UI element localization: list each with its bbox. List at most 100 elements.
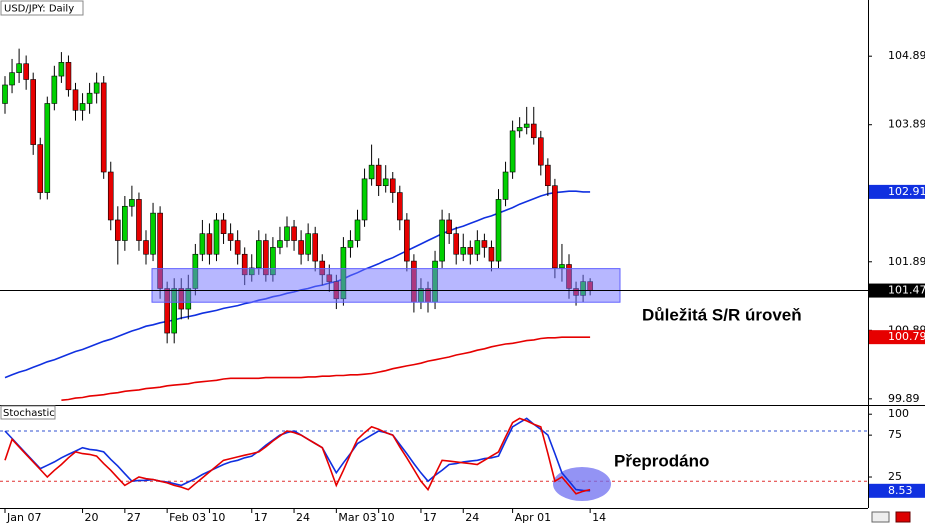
candle-body — [361, 178, 368, 221]
candle-body — [107, 171, 114, 221]
candle-body — [2, 84, 8, 104]
title-box — [0, 0, 84, 16]
candle-body — [277, 240, 283, 248]
stoch-title-box — [0, 405, 56, 420]
x-tick-label: Mar 03 — [338, 511, 376, 524]
value-box-label: 102.91 — [888, 185, 925, 198]
candle-body — [467, 247, 474, 255]
candle-body — [206, 233, 213, 255]
scroll-button[interactable] — [871, 511, 890, 523]
candle-body — [298, 240, 304, 255]
y-tick-label: 99.89 — [888, 392, 920, 405]
y-tick-label: 75 — [888, 428, 902, 441]
candle-body — [284, 226, 290, 241]
candle-body — [227, 233, 234, 241]
x-tick-label: 14 — [592, 511, 606, 524]
x-tick-label: 27 — [127, 511, 141, 524]
candle-body — [79, 103, 86, 111]
value-box — [869, 283, 925, 298]
candle-body — [474, 240, 481, 255]
sr-zone — [151, 268, 621, 303]
candle-body — [537, 137, 544, 166]
candle-body — [23, 63, 29, 80]
candle-body — [122, 205, 128, 241]
candle-body — [481, 240, 488, 248]
candle-body — [58, 62, 65, 77]
candle-body — [453, 233, 460, 255]
candle-body — [100, 82, 107, 173]
x-tick-label: Apr 01 — [515, 511, 552, 524]
candle-body — [446, 219, 452, 234]
candle-body — [368, 164, 375, 180]
candle-body — [559, 264, 565, 269]
candle-body — [552, 185, 558, 269]
x-tick-label: 10 — [381, 511, 395, 524]
candle-body — [213, 219, 220, 255]
candle-body — [375, 164, 382, 187]
x-tick-label: Jan 07 — [6, 511, 41, 524]
y-tick-label: 104.89 — [888, 49, 925, 62]
value-box — [869, 483, 925, 498]
candle-body — [523, 123, 530, 128]
candle-body — [305, 233, 311, 255]
oversold-highlight — [553, 467, 611, 501]
candle-body — [389, 178, 396, 193]
candle-body — [396, 192, 403, 221]
candle-body — [488, 247, 495, 262]
annotation: Přeprodáno — [614, 451, 709, 470]
close-button[interactable] — [895, 511, 911, 523]
value-box-label: 100.79 — [888, 330, 925, 343]
candle-body — [51, 75, 58, 104]
candle-body — [382, 178, 389, 187]
value-box — [869, 184, 925, 199]
value-box-label: 101.47 — [888, 284, 925, 297]
annotation: Důležitá S/R úroveň — [642, 305, 802, 324]
y-tick-label: 101.89 — [888, 255, 925, 268]
candle-body — [65, 62, 72, 91]
candle-body — [291, 226, 297, 241]
candle-body — [150, 212, 156, 255]
value-box-label: 8.53 — [888, 484, 913, 497]
candle-body — [44, 103, 51, 193]
candle-body — [460, 247, 467, 255]
candle-body — [530, 123, 537, 139]
candle-body — [347, 240, 354, 248]
candle-body — [234, 240, 241, 255]
x-tick-label: 17 — [423, 511, 437, 524]
chart-title: USD/JPY: Daily — [4, 4, 74, 15]
candle-body — [439, 219, 445, 262]
y-tick-label: 103.89 — [888, 118, 925, 131]
stochastic-line — [4, 417, 591, 495]
candle-body — [509, 130, 516, 173]
candle-body — [220, 219, 227, 234]
candle-body — [312, 233, 319, 262]
candle-body — [354, 219, 361, 241]
y-tick-label: 100 — [888, 407, 909, 420]
x-tick-label: Feb 03 — [169, 511, 206, 524]
candle-body — [502, 171, 509, 200]
candle-body — [93, 82, 100, 94]
y-tick-label: 25 — [888, 470, 902, 483]
candle-body — [143, 240, 149, 255]
candle-body — [115, 219, 121, 241]
candle-body — [404, 219, 410, 262]
candle-body — [9, 72, 15, 86]
x-tick-label: 24 — [465, 511, 479, 524]
x-tick-label: 17 — [254, 511, 268, 524]
candle-body — [545, 164, 551, 187]
candle-body — [16, 63, 22, 73]
candle-body — [495, 199, 502, 262]
candle-body — [72, 89, 79, 111]
candle-body — [129, 199, 135, 207]
candle-body — [30, 79, 37, 145]
candle-body — [136, 199, 142, 241]
x-tick-label: 20 — [85, 511, 99, 524]
candle-body — [255, 240, 262, 269]
candle-body — [199, 233, 206, 255]
value-box — [869, 330, 925, 345]
candle-body — [37, 144, 44, 193]
stoch-title: Stochastic — [3, 408, 55, 419]
